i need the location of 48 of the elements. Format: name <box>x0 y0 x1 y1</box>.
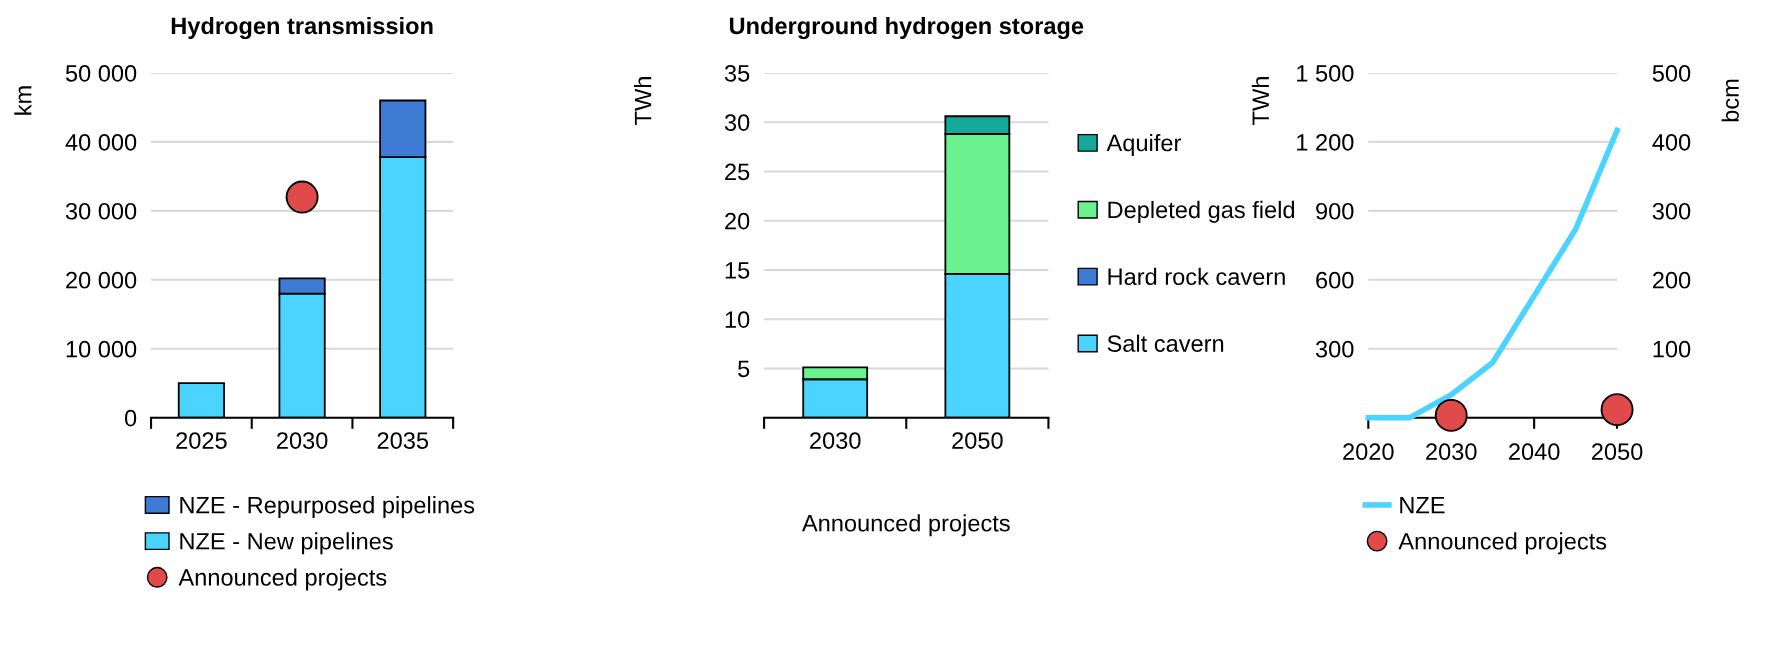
y-tick-label: 20 <box>725 212 750 230</box>
y2-tick-label: 100 <box>1653 340 1691 358</box>
y-axis-title: TWh <box>634 77 652 125</box>
legend-label: Salt cavern <box>1107 334 1224 352</box>
y-tick-label: 900 <box>1316 202 1354 220</box>
legend-label: NZE <box>1400 496 1445 514</box>
y2-tick-label: 300 <box>1652 202 1691 220</box>
text: Announced projects <box>801 514 1010 537</box>
legend-label: Announced projects <box>1398 532 1607 555</box>
y2-tick-label: 400 <box>1652 133 1691 151</box>
legend-label: Announced projects <box>178 568 387 591</box>
x-tick-label: 2050 <box>1592 443 1643 461</box>
y-axis-title: TWh <box>1251 77 1269 125</box>
y-tick-label: 1 500 <box>1297 65 1354 82</box>
y-tick-label: 30 000 <box>65 202 137 220</box>
y-tick-label: 600 <box>1316 271 1354 289</box>
y-tick-label: 10 000 <box>66 340 137 358</box>
chart-title: Hydrogen transmission <box>171 16 433 40</box>
y-tick-label: 10 <box>725 311 750 328</box>
y-tick-label: 15 <box>725 262 750 279</box>
legend-label: Depleted gas field <box>1108 200 1295 223</box>
chart-title: Underground hydrogen storage <box>729 16 1084 40</box>
x-tick-label: 2040 <box>1509 443 1560 461</box>
y-tick-label: 40 000 <box>65 133 137 151</box>
y2-axis-title: bcm <box>1721 79 1739 122</box>
y-tick-label: 5 <box>738 360 750 378</box>
x-tick-label: 2025 <box>176 432 227 449</box>
legend-label: Aquifer <box>1106 134 1181 157</box>
y-tick-label: 25 <box>725 163 750 181</box>
y-tick-label: 1 200 <box>1297 133 1354 151</box>
y-tick-label: 35 <box>724 65 750 82</box>
y-tick-label: 30 <box>724 114 750 131</box>
legend-label: NZE - New pipelines <box>180 532 393 555</box>
legend-label: Hard rock cavern <box>1108 267 1285 286</box>
x-tick-label: 2050 <box>952 432 1003 449</box>
x-tick-label: 2035 <box>377 432 429 449</box>
y2-tick-label: 500 <box>1652 65 1691 82</box>
x-tick-label: 2030 <box>1426 443 1477 461</box>
y-tick-label: 0 <box>124 409 137 427</box>
x-tick-label: 2020 <box>1343 443 1394 461</box>
y2-tick-label: 200 <box>1652 271 1691 289</box>
legend-label: NZE - Repurposed pipelines <box>180 496 475 519</box>
x-tick-label: 2030 <box>810 432 861 449</box>
y-tick-label: 300 <box>1315 340 1354 358</box>
x-tick-label: 2030 <box>277 432 328 449</box>
y-tick-label: 20 000 <box>66 271 137 289</box>
y-axis-title: km <box>14 86 32 115</box>
y-tick-label: 50 000 <box>65 65 137 82</box>
